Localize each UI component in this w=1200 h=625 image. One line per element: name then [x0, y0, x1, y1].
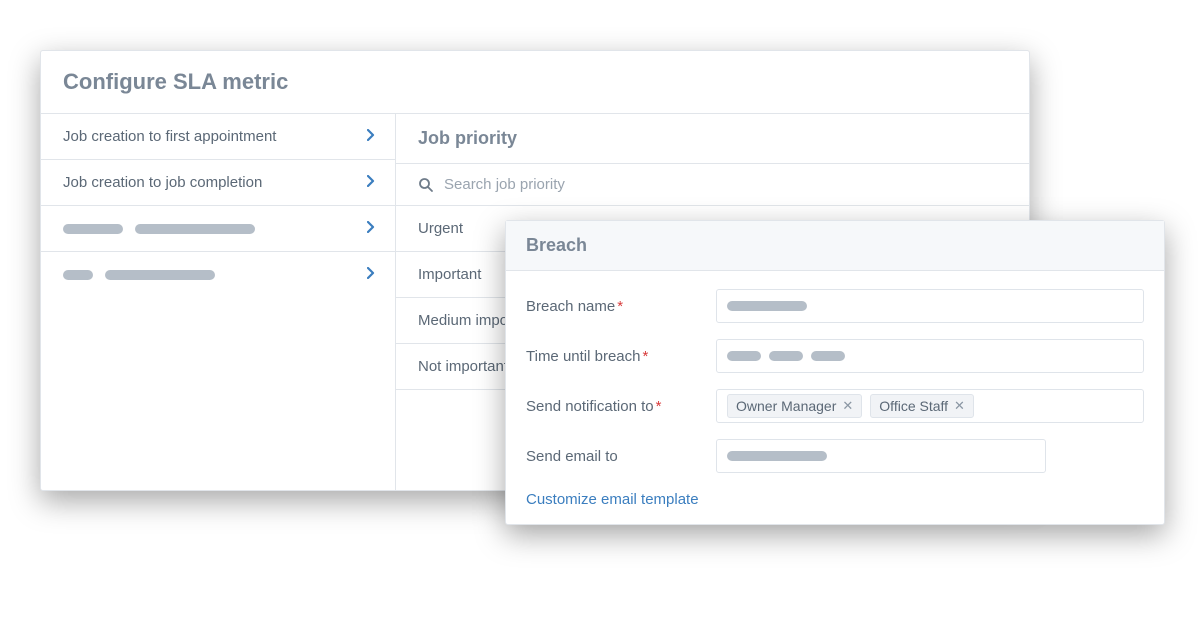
priority-search-row: [396, 164, 1029, 206]
breach-name-label: Breach name*: [526, 298, 716, 315]
time-until-breach-label: Time until breach*: [526, 348, 716, 365]
breach-name-input[interactable]: [716, 289, 1144, 323]
customize-email-template-link[interactable]: Customize email template: [526, 489, 1144, 508]
tag-label: Owner Manager: [736, 398, 836, 414]
send-notification-label: Send notification to*: [526, 398, 716, 415]
breach-title: Breach: [506, 221, 1164, 271]
breach-name-row: Breach name*: [526, 289, 1144, 323]
metric-label: Job creation to first appointment: [63, 128, 276, 145]
placeholder-text: [727, 351, 761, 361]
placeholder-text: [727, 301, 807, 311]
breach-panel: Breach Breach name* Time until breach* S…: [505, 220, 1165, 525]
metric-row[interactable]: Job creation to job completion: [41, 160, 395, 206]
chevron-right-icon: [367, 220, 375, 237]
metric-row-placeholder[interactable]: [41, 252, 395, 297]
required-mark: *: [643, 348, 649, 365]
send-notification-input[interactable]: Owner Manager ✕ Office Staff ✕: [716, 389, 1144, 423]
remove-tag-icon[interactable]: ✕: [842, 398, 853, 414]
label-text: Time until breach: [526, 348, 641, 365]
send-email-row: Send email to: [526, 439, 1144, 473]
tag-label: Office Staff: [879, 398, 948, 414]
placeholder-text: [727, 451, 827, 461]
send-email-label: Send email to: [526, 448, 716, 465]
recipient-tag[interactable]: Owner Manager ✕: [727, 394, 862, 418]
chevron-right-icon: [367, 174, 375, 191]
priority-title: Job priority: [396, 114, 1029, 164]
placeholder-text: [811, 351, 845, 361]
metric-row-placeholder[interactable]: [41, 206, 395, 252]
metric-label: Job creation to job completion: [63, 174, 262, 191]
panel-title: Configure SLA metric: [41, 51, 1029, 114]
priority-search-input[interactable]: [444, 176, 1007, 193]
placeholder-text: [769, 351, 803, 361]
time-until-breach-input[interactable]: [716, 339, 1144, 373]
chevron-right-icon: [367, 128, 375, 145]
search-icon: [418, 177, 434, 193]
recipient-tag[interactable]: Office Staff ✕: [870, 394, 974, 418]
send-notification-row: Send notification to* Owner Manager ✕ Of…: [526, 389, 1144, 423]
label-text: Breach name: [526, 298, 615, 315]
remove-tag-icon[interactable]: ✕: [954, 398, 965, 414]
time-until-breach-row: Time until breach*: [526, 339, 1144, 373]
metric-row[interactable]: Job creation to first appointment: [41, 114, 395, 160]
placeholder-text: [63, 270, 215, 280]
label-text: Send notification to: [526, 398, 654, 415]
required-mark: *: [656, 398, 662, 415]
chevron-right-icon: [367, 266, 375, 283]
send-email-input[interactable]: [716, 439, 1046, 473]
metrics-column: Job creation to first appointment Job cr…: [41, 114, 396, 490]
required-mark: *: [617, 298, 623, 315]
placeholder-text: [63, 224, 255, 234]
breach-body: Breach name* Time until breach* Send not…: [506, 271, 1164, 524]
